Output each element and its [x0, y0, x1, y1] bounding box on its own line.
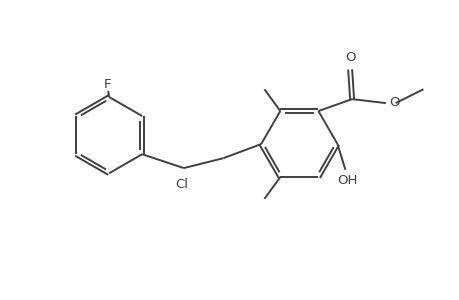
- Text: O: O: [344, 52, 355, 64]
- Text: F: F: [103, 78, 111, 91]
- Text: OH: OH: [336, 174, 357, 187]
- Text: Cl: Cl: [175, 178, 188, 191]
- Text: O: O: [388, 96, 398, 109]
